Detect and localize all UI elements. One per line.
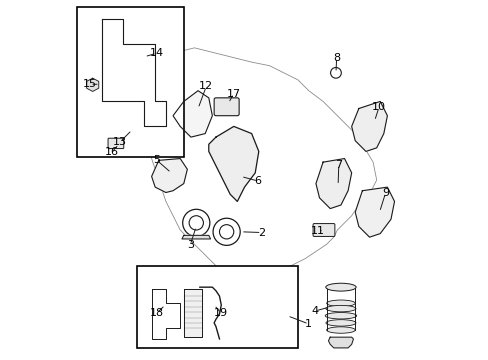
Text: 8: 8 [332, 53, 340, 63]
Text: 16: 16 [104, 148, 119, 157]
Polygon shape [182, 235, 210, 239]
Text: 12: 12 [199, 81, 213, 91]
Ellipse shape [325, 305, 355, 312]
Polygon shape [351, 102, 386, 152]
Polygon shape [354, 187, 394, 237]
Ellipse shape [325, 320, 355, 326]
Text: 11: 11 [310, 226, 325, 236]
Polygon shape [315, 158, 351, 208]
Bar [137, 266, 298, 348]
Text: 1: 1 [305, 319, 312, 329]
Text: 6: 6 [254, 176, 261, 186]
Text: 9: 9 [381, 188, 388, 198]
Text: 15: 15 [83, 79, 97, 89]
Bar [77, 7, 183, 157]
Text: 2: 2 [258, 228, 264, 238]
Polygon shape [173, 91, 212, 137]
Text: 19: 19 [214, 308, 228, 318]
Polygon shape [151, 158, 187, 193]
FancyBboxPatch shape [108, 138, 123, 149]
Ellipse shape [326, 300, 354, 306]
Ellipse shape [325, 283, 355, 291]
FancyBboxPatch shape [312, 224, 334, 237]
Ellipse shape [325, 312, 356, 319]
Text: 10: 10 [371, 102, 386, 112]
Text: 4: 4 [311, 306, 318, 316]
Polygon shape [151, 289, 180, 339]
Text: 5: 5 [153, 156, 160, 165]
Polygon shape [86, 78, 99, 91]
Text: 17: 17 [226, 89, 241, 99]
Ellipse shape [326, 327, 354, 333]
Text: 7: 7 [335, 159, 342, 170]
Text: 3: 3 [186, 240, 193, 250]
Polygon shape [183, 289, 201, 337]
Polygon shape [208, 126, 258, 202]
Polygon shape [102, 19, 165, 126]
Polygon shape [328, 337, 353, 348]
Text: 18: 18 [149, 308, 163, 318]
Text: 13: 13 [113, 137, 127, 147]
FancyBboxPatch shape [214, 98, 239, 116]
Text: 14: 14 [149, 48, 163, 58]
